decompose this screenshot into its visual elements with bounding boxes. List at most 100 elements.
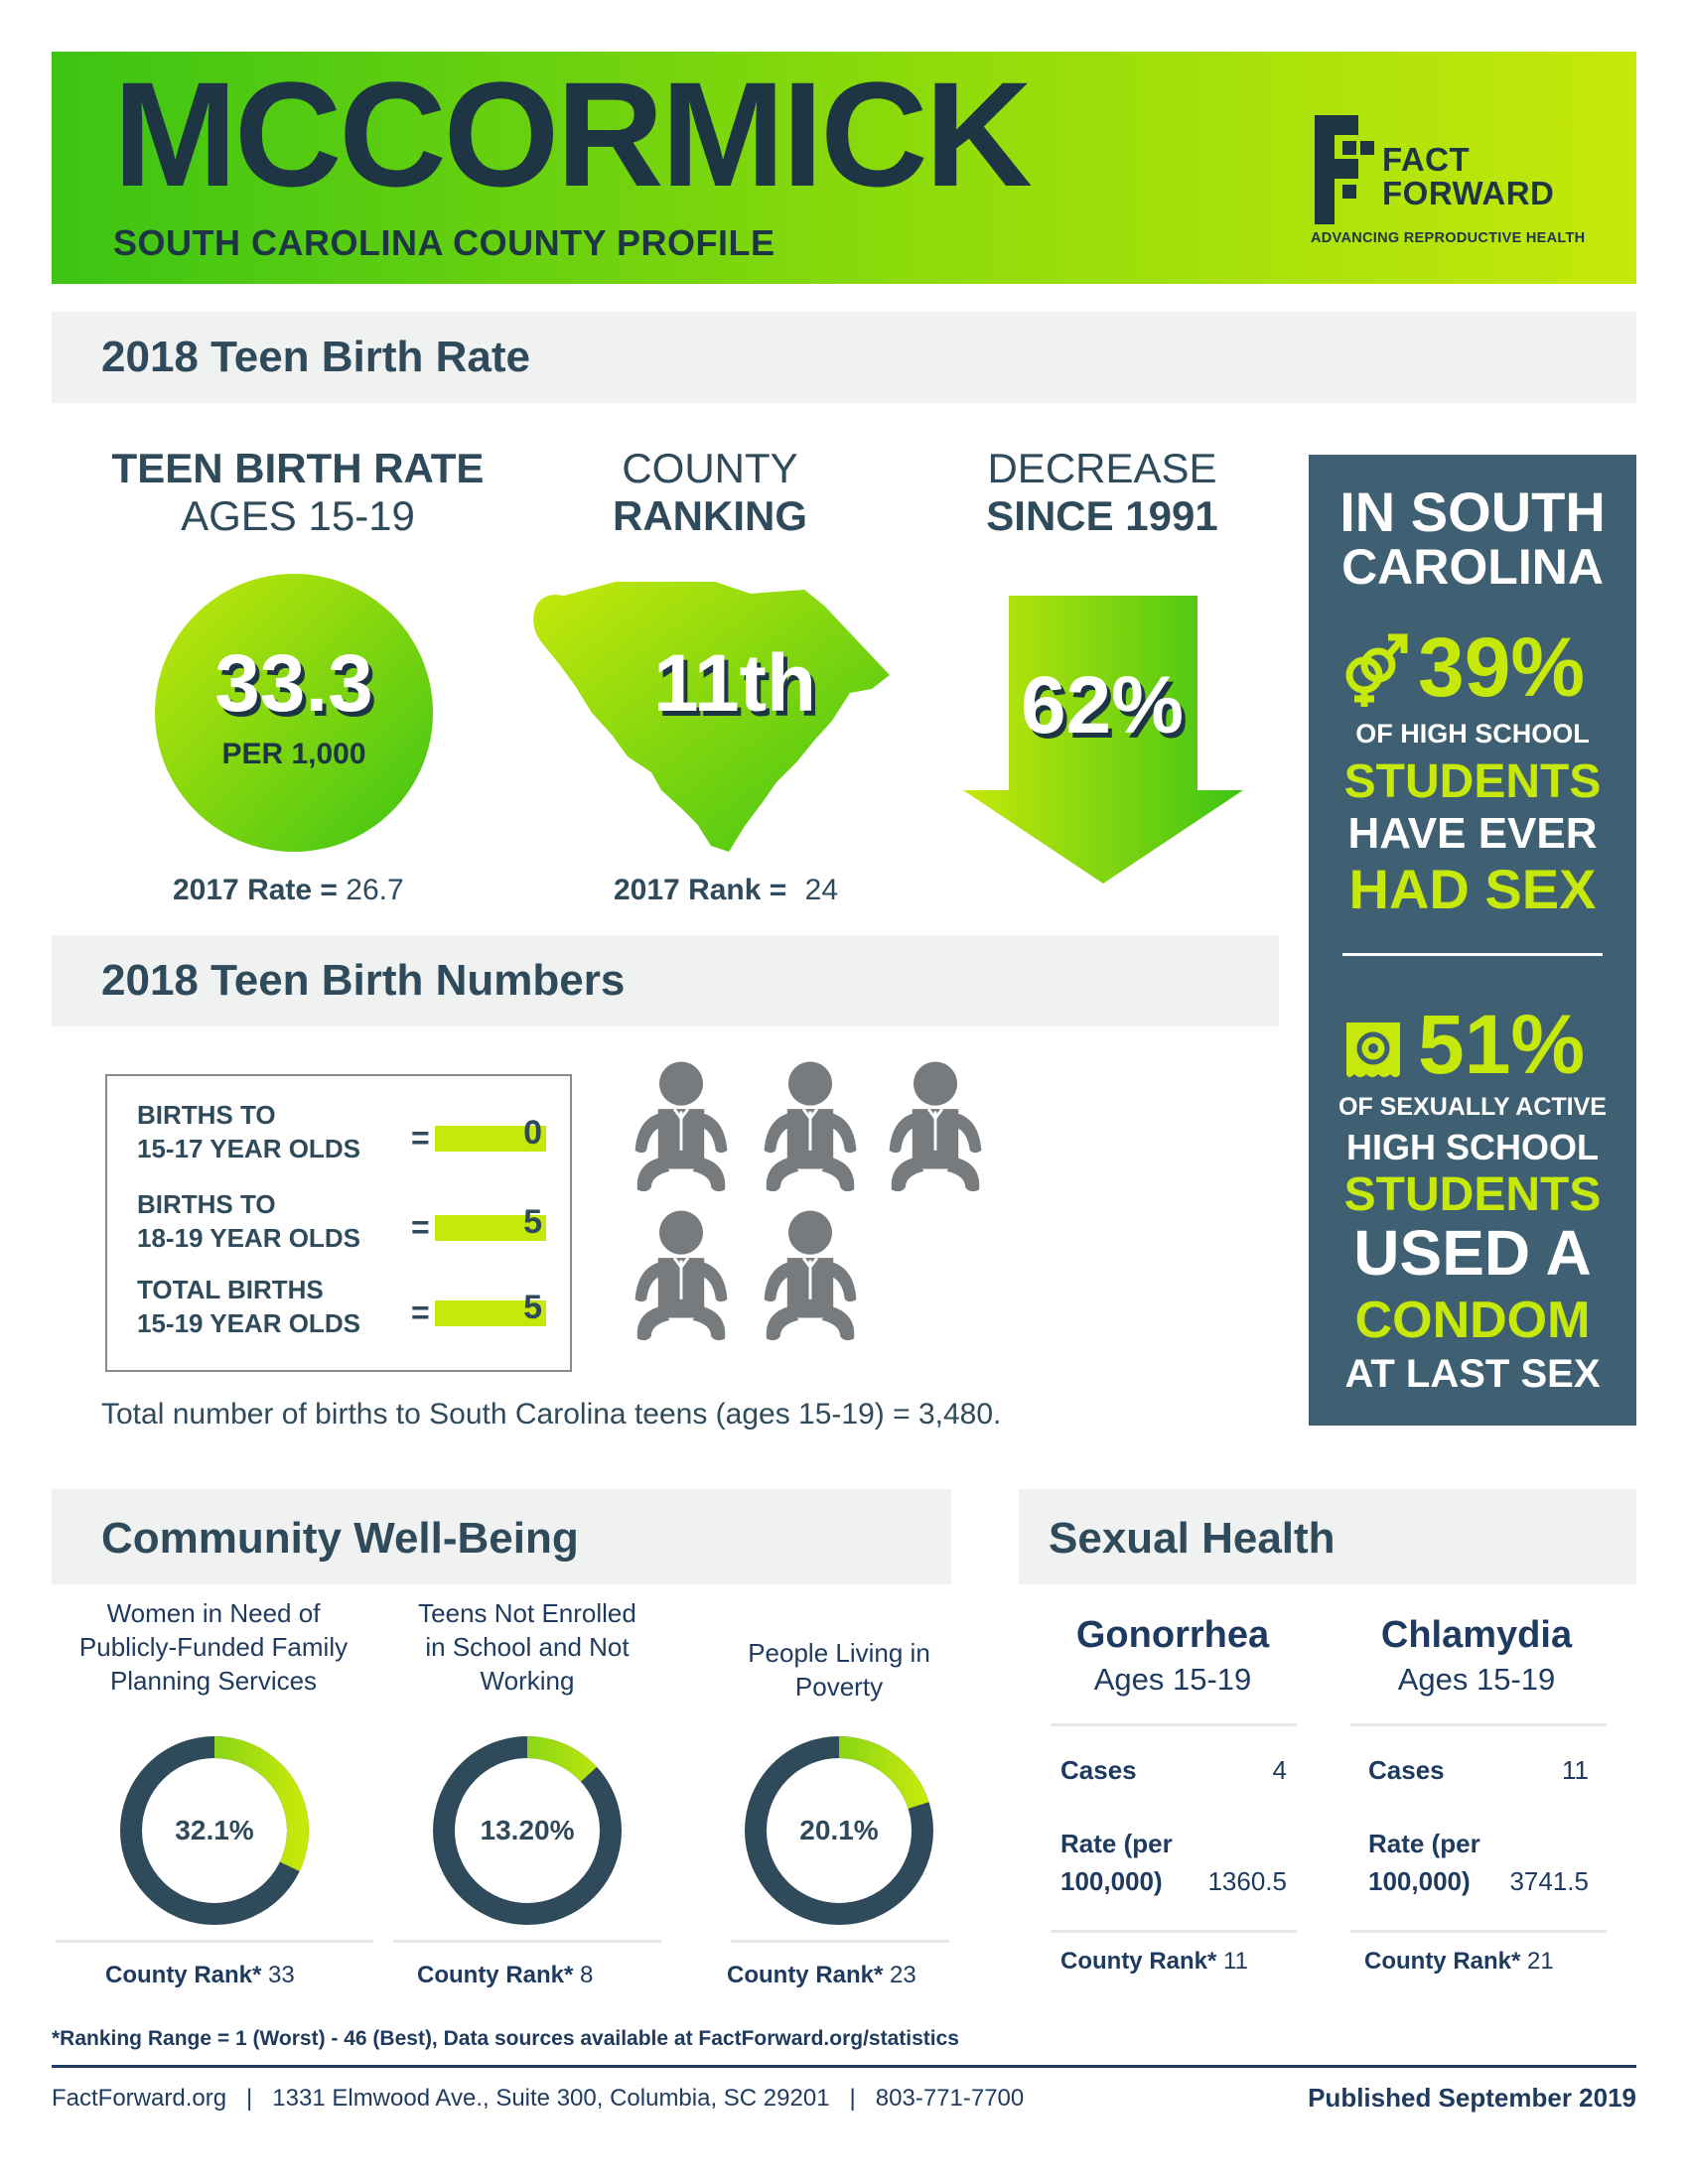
gonorrhea-ages: Ages 15-19 [1093, 1662, 1252, 1697]
stat2-value: 51% [1418, 998, 1586, 1091]
donut-2-rule [393, 1940, 661, 1943]
births-row-2-bar [435, 1215, 546, 1241]
donut-arc [120, 1736, 309, 1925]
rate-value: 33.3 [214, 638, 373, 729]
south-carolina-sidebar: IN SOUTH CAROLINA 39% OF HIGH SCHOOL STU… [1309, 455, 1636, 1426]
donut-1-rank-value: 33 [268, 1962, 295, 1988]
chlamydia-rank-label: County Rank* [1364, 1948, 1521, 1975]
chlamydia-title: Chlamydia [1380, 1614, 1573, 1656]
profile-subtitle: SOUTH CAROLINA COUNTY PROFILE [113, 222, 775, 263]
header-banner: MCCORMICK SOUTH CAROLINA COUNTY PROFILE … [52, 52, 1636, 284]
donut-1-rule [56, 1940, 373, 1943]
gonorrhea-cases-label: Cases [1060, 1755, 1137, 1785]
sidebar-divider [1342, 953, 1603, 956]
stat2-line3: STUDENTS [1343, 1168, 1602, 1221]
births-row-3-label-1: TOTAL BIRTHS [137, 1275, 324, 1304]
donut-2-rank: County Rank* 8 [417, 1962, 593, 1989]
births-row-2-value: 5 [523, 1203, 542, 1241]
chlamydia-rate-label-1: Rate (per [1368, 1829, 1480, 1858]
stat2-line6: AT LAST SEX [1344, 1352, 1601, 1396]
baby-icon [633, 1209, 729, 1342]
stat2-line2: HIGH SCHOOL [1345, 1127, 1599, 1167]
births-row-1-bar [435, 1126, 546, 1152]
rate-heading-1: TEEN BIRTH RATE [111, 445, 485, 491]
logo-line-fact: FACT [1382, 141, 1471, 178]
births-row-2-equals: = [411, 1209, 430, 1245]
decrease-value: 62% [1020, 660, 1185, 751]
births-row-3-label-2: 15-19 YEAR OLDS [137, 1308, 360, 1338]
donut-2-title-line1: Teens Not Enrolled [418, 1598, 636, 1628]
footer-contact: FactForward.org | 1331 Elmwood Ave., Sui… [52, 2085, 1025, 2112]
gonorrhea-rate-label: Rate (per 100,000) [1060, 1825, 1173, 1900]
donut-1-label: 32.1% [175, 1815, 254, 1845]
donut-2-title-line3: Working [480, 1666, 575, 1696]
donut-2-rank-label: County Rank* [417, 1962, 574, 1988]
prev-rank: 2017 Rank = 24 [614, 874, 838, 907]
gonorrhea-rule-top [1051, 1723, 1297, 1726]
donut-2-title-line2: in School and Not [425, 1632, 630, 1662]
chlamydia-rule-bottom [1350, 1930, 1607, 1933]
prev-rate-label: 2017 Rate = [173, 874, 338, 906]
donut-arc [745, 1736, 933, 1925]
births-row-3-label: TOTAL BIRTHS 15-19 YEAR OLDS [137, 1273, 360, 1340]
chlamydia-rate-label-2: 100,000) [1368, 1866, 1471, 1896]
ranking-heading-2: RANKING [613, 492, 807, 539]
donut-2-rank-value: 8 [580, 1962, 594, 1988]
donut-chart-poverty [745, 1736, 933, 1925]
donut-3-title: People Living in Poverty [685, 1636, 993, 1704]
section-title-teen-birth-numbers: 2018 Teen Birth Numbers [101, 956, 626, 1005]
sidebar-title-1: IN SOUTH [1339, 480, 1606, 543]
logo-line-forward: FORWARD [1382, 175, 1555, 211]
births-row-1-label-1: BIRTHS TO [137, 1100, 276, 1130]
prev-rank-value: 24 [804, 874, 839, 906]
chlamydia-rank: County Rank* 21 [1364, 1948, 1554, 1976]
donut-1-title-line3: Planning Services [109, 1666, 318, 1696]
donut-arc [433, 1736, 622, 1925]
logo-tagline: ADVANCING REPRODUCTIVE HEALTH [1311, 230, 1586, 246]
decrease-heading-1: DECREASE [987, 445, 1217, 491]
chlamydia-cases-value: 11 [1562, 1755, 1589, 1785]
section-title-teen-birth-rate: 2018 Teen Birth Rate [101, 333, 531, 381]
prev-rate-value: 26.7 [346, 874, 404, 906]
gonorrhea-rate-label-2: 100,000) [1060, 1866, 1163, 1896]
chlamydia-rate-value: 3741.5 [1509, 1866, 1589, 1896]
rate-unit: PER 1,000 [221, 738, 366, 770]
donut-2-title: Teens Not Enrolled in School and Not Wor… [373, 1596, 681, 1698]
gonorrhea-title: Gonorrhea [1075, 1614, 1270, 1656]
gonorrhea-rank-value: 11 [1223, 1948, 1248, 1975]
gonorrhea-rule-bottom [1051, 1930, 1297, 1933]
chlamydia-cases-label: Cases [1368, 1755, 1445, 1785]
donut-1-title: Women in Need of Publicly-Funded Family … [60, 1596, 367, 1698]
gender-symbols-icon [1345, 633, 1408, 707]
decrease-heading-2: SINCE 1991 [986, 492, 1218, 539]
teen-birth-rate-bar: 2018 Teen Birth Rate [52, 312, 1636, 403]
chlamydia-rank-value: 21 [1527, 1948, 1554, 1975]
births-row-3-bar [435, 1300, 546, 1326]
donut-3-rank-label: County Rank* [727, 1962, 884, 1988]
births-row-1-label-2: 15-17 YEAR OLDS [137, 1134, 360, 1163]
condom-icon [1346, 1023, 1400, 1077]
gonorrhea-rate-value: 1360.5 [1207, 1866, 1287, 1896]
donut-1-title-line1: Women in Need of [106, 1598, 321, 1628]
donut-3-rank-value: 23 [890, 1962, 916, 1988]
fact-forward-logo-icon [1315, 115, 1374, 224]
stat2-line5: CONDOM [1354, 1292, 1591, 1349]
stat1-line4: HAD SEX [1348, 858, 1597, 920]
donut-chart-teens-not-enrolled [433, 1736, 622, 1925]
south-carolina-map-icon [533, 582, 890, 852]
gonorrhea-rate-label-1: Rate (per [1060, 1829, 1173, 1858]
prev-rank-label: 2017 Rank = [614, 874, 787, 906]
gonorrhea-cases-value: 4 [1272, 1755, 1287, 1785]
logo-wordmark: FACT FORWARD [1382, 143, 1554, 210]
section-title-sexual-health: Sexual Health [1049, 1514, 1336, 1563]
births-row-2-label-2: 18-19 YEAR OLDS [137, 1223, 360, 1253]
teen-birth-numbers-bar: 2018 Teen Birth Numbers [52, 935, 1279, 1026]
down-arrow-icon [963, 596, 1243, 884]
donut-3-rule [731, 1940, 949, 1943]
footer-rule [52, 2065, 1636, 2068]
donut-3-label: 20.1% [799, 1815, 879, 1845]
stat1-line1: OF HIGH SCHOOL [1355, 719, 1590, 749]
stat1-value: 39% [1418, 620, 1586, 714]
prev-rate: 2017 Rate = 26.7 [173, 874, 404, 907]
donut-3-title-line1: People Living in [748, 1638, 930, 1668]
